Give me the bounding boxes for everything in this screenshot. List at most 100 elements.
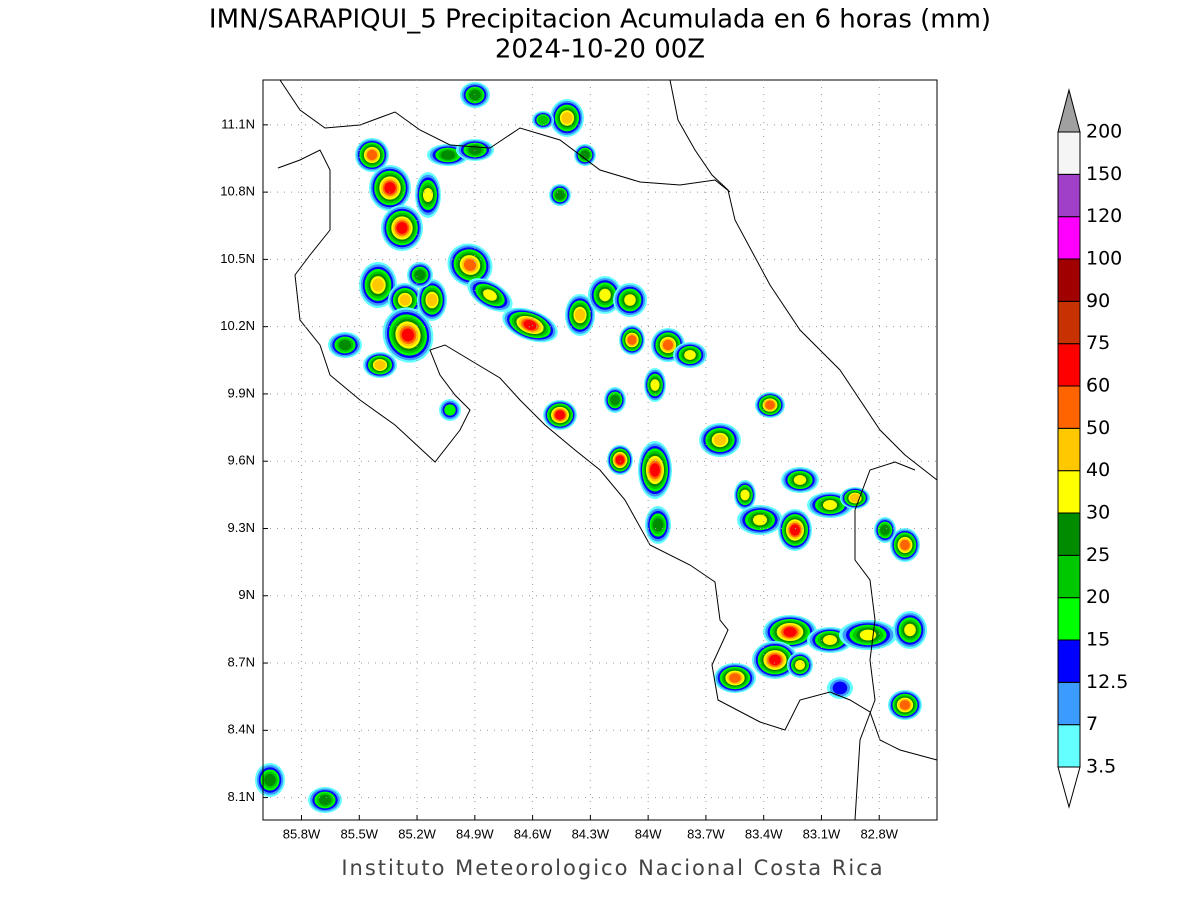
precip-contour xyxy=(900,539,910,551)
x-tick-label: 83.4W xyxy=(745,826,783,841)
precip-contour xyxy=(880,524,890,536)
precip-contour xyxy=(849,493,861,503)
precip-contour xyxy=(264,773,276,787)
colorbar-label: 25 xyxy=(1086,544,1110,566)
colorbar-label: 3.5 xyxy=(1086,756,1116,778)
precip-contour xyxy=(859,629,877,641)
y-tick-label: 10.2N xyxy=(220,318,255,333)
colorbar-segment xyxy=(1057,554,1081,599)
precip-contour xyxy=(555,190,565,200)
precip-contour xyxy=(795,660,805,670)
precip-contour xyxy=(574,308,586,322)
y-tick-label: 9.6N xyxy=(228,453,255,468)
colorbar-label: 20 xyxy=(1086,586,1110,608)
precip-contour xyxy=(338,339,352,351)
precip-contour xyxy=(440,150,456,160)
precip-contour xyxy=(463,259,477,271)
x-tick-label: 84.3W xyxy=(572,826,610,841)
colorbar-label: 90 xyxy=(1086,290,1110,312)
colorbar-label: 100 xyxy=(1086,248,1122,270)
precip-contour xyxy=(401,328,415,342)
precip-contour xyxy=(793,475,807,485)
colorbar-segment xyxy=(1057,639,1081,683)
y-tick-label: 9.9N xyxy=(228,385,255,400)
precip-contour xyxy=(396,222,408,234)
precip-contour xyxy=(832,681,848,695)
y-tick-label: 9N xyxy=(238,587,255,602)
y-tick-label: 10.5N xyxy=(220,251,255,266)
precip-contour xyxy=(783,627,797,637)
precip-contour xyxy=(790,524,800,536)
precip-contour xyxy=(537,115,549,125)
precip-contour xyxy=(627,335,637,345)
precip-contour xyxy=(610,394,620,406)
precip-contour xyxy=(414,269,426,281)
precip-field xyxy=(255,82,927,813)
precip-contour xyxy=(523,320,537,330)
precip-contour xyxy=(366,149,378,161)
colorbar-under xyxy=(1057,766,1081,809)
colorbar-label: 60 xyxy=(1086,375,1110,397)
precip-contour xyxy=(729,673,741,683)
colorbar-label: 200 xyxy=(1086,121,1122,143)
precip-contour xyxy=(823,500,837,510)
y-tick-label: 10.8N xyxy=(220,184,255,199)
colorbar-segment xyxy=(1057,512,1081,556)
precip-contour xyxy=(384,182,396,194)
precip-contour xyxy=(599,288,611,302)
precip-contour xyxy=(899,700,911,710)
precip-contour xyxy=(904,623,916,637)
coastlines xyxy=(277,79,938,821)
x-tick-label: 85.8W xyxy=(283,826,321,841)
y-tick-label: 9.3N xyxy=(228,520,255,535)
colorbar-label: 12.5 xyxy=(1086,671,1128,693)
title: IMN/SARAPIQUI_5 Precipitacion Acumulada … xyxy=(209,5,991,35)
footer: Instituto Meteorologico Nacional Costa R… xyxy=(341,856,884,880)
y-tick-label: 11.1N xyxy=(221,116,255,131)
precip-contour xyxy=(662,339,674,351)
precip-contour xyxy=(426,293,438,307)
colorbar-segment xyxy=(1057,258,1081,302)
colorbar-label: 75 xyxy=(1086,332,1110,354)
y-tick-label: 8.7N xyxy=(228,654,255,669)
border xyxy=(854,510,876,821)
precip-contour xyxy=(555,410,565,420)
precip-contour xyxy=(483,289,497,301)
precip-contour xyxy=(374,360,386,370)
colorbar-segment xyxy=(1057,724,1081,768)
precip-contour xyxy=(765,400,775,410)
x-tick-label: 84.6W xyxy=(514,826,552,841)
colorbar-segment xyxy=(1057,343,1081,387)
precip-contour xyxy=(740,489,750,501)
precip-contour xyxy=(650,379,660,391)
precip-contour xyxy=(372,278,384,292)
colorbar-segment xyxy=(1057,470,1081,514)
colorbar-label: 120 xyxy=(1086,205,1122,227)
colorbar-segment xyxy=(1057,385,1081,429)
precip-contour xyxy=(615,455,625,465)
coastline xyxy=(669,79,938,481)
x-tick-label: 84W xyxy=(635,826,662,841)
colorbar-segment xyxy=(1057,427,1081,472)
colorbar-label: 40 xyxy=(1086,459,1110,481)
precip-contour xyxy=(624,294,636,306)
colorbar-over xyxy=(1057,88,1081,133)
precip-contour xyxy=(444,404,456,416)
x-tick-label: 84.9W xyxy=(456,826,494,841)
x-tick-label: 83.7W xyxy=(687,826,725,841)
colorbar-segment xyxy=(1057,597,1081,641)
colorbar-label: 7 xyxy=(1086,713,1098,735)
x-tick-label: 83.1W xyxy=(803,826,841,841)
colorbar-label: 30 xyxy=(1086,502,1110,524)
colorbar-segment xyxy=(1057,300,1081,345)
precip-contour xyxy=(753,514,767,526)
precip-contour xyxy=(684,350,696,360)
precip-contour xyxy=(769,654,781,666)
x-tick-label: 85.5W xyxy=(340,826,378,841)
x-tick-label: 82.8W xyxy=(860,826,898,841)
precip-contour xyxy=(652,518,664,532)
precip-contour xyxy=(823,635,837,645)
colorbar-label: 50 xyxy=(1086,417,1110,439)
colorbar-label: 150 xyxy=(1086,163,1122,185)
x-tick-label: 85.2W xyxy=(398,826,436,841)
